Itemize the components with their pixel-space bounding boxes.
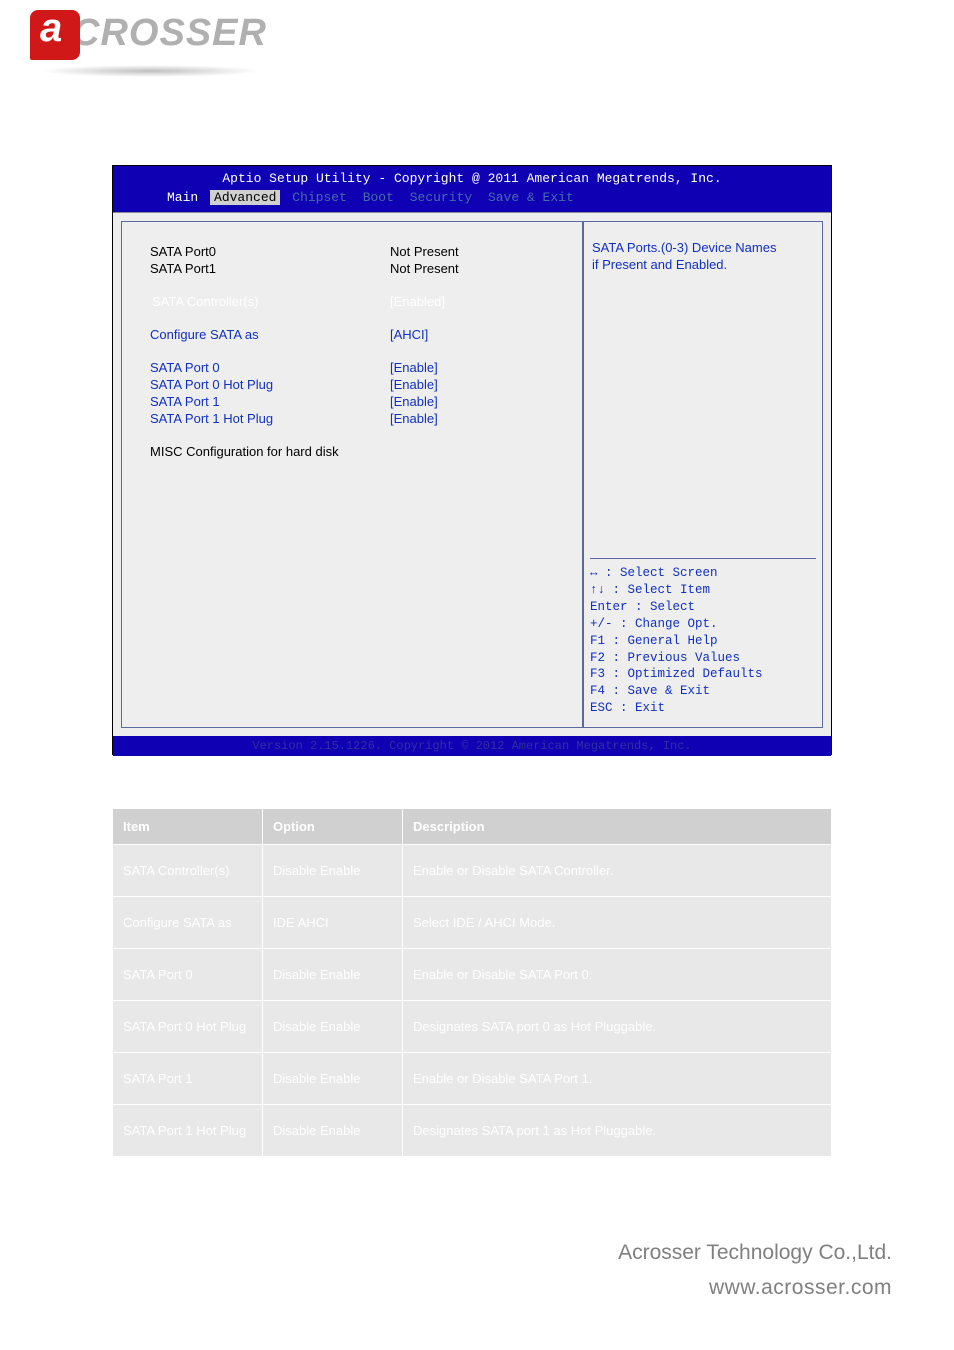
key-hint: ↔ : Select Screen <box>590 565 816 582</box>
cell-option: Disable Enable <box>263 845 403 897</box>
table-row: SATA Port 1 Hot Plug Disable Enable Desi… <box>113 1105 832 1157</box>
th-description: Description <box>403 809 832 845</box>
sata-port-1-value: [Enable] <box>390 394 438 409</box>
table-row: SATA Port 0 Disable Enable Enable or Dis… <box>113 949 832 1001</box>
bios-body: SATA Port0 Not Present SATA Port1 Not Pr… <box>113 212 831 736</box>
cell-item: Configure SATA as <box>113 897 263 949</box>
table-row: SATA Controller(s) Disable Enable Enable… <box>113 845 832 897</box>
bios-item: SATA Port0 Not Present <box>150 244 582 259</box>
bios-tabs: Main Advanced Chipset Boot Security Save… <box>113 190 831 205</box>
cell-desc: Designates SATA port 1 as Hot Pluggable. <box>403 1105 832 1157</box>
tab-boot[interactable]: Boot <box>359 190 398 205</box>
bios-item[interactable]: SATA Port 1 Hot Plug [Enable] <box>150 411 582 426</box>
footer-url: www.acrosser.com <box>709 1276 892 1300</box>
sata-port-0-value: [Enable] <box>390 360 438 375</box>
sata-port1-value: Not Present <box>390 261 459 276</box>
bios-item[interactable]: SATA Port 1 [Enable] <box>150 394 582 409</box>
sata-controllers-label: SATA Controller(s) <box>150 294 390 309</box>
bios-item[interactable]: MISC Configuration for hard disk <box>150 444 582 459</box>
help-text-line: if Present and Enabled. <box>592 257 814 274</box>
cell-option: Disable Enable <box>263 1053 403 1105</box>
bios-item[interactable]: SATA Controller(s) [Enabled] <box>150 294 582 309</box>
sata-port0-value: Not Present <box>390 244 459 259</box>
key-help: ↔ : Select Screen ↑↓ : Select Item Enter… <box>590 558 816 717</box>
cell-item: SATA Port 1 Hot Plug <box>113 1105 263 1157</box>
help-text-line: SATA Ports.(0-3) Device Names <box>592 240 814 257</box>
tab-save-exit[interactable]: Save & Exit <box>484 190 578 205</box>
logo-text: CROSSER <box>72 12 267 55</box>
cell-option: IDE AHCI <box>263 897 403 949</box>
cell-desc: Designates SATA port 0 as Hot Pluggable. <box>403 1001 832 1053</box>
bios-item[interactable]: SATA Port 0 [Enable] <box>150 360 582 375</box>
bios-help-panel: SATA Ports.(0-3) Device Names if Present… <box>583 221 823 728</box>
cell-item: SATA Port 1 <box>113 1053 263 1105</box>
logo-a-icon <box>30 10 80 60</box>
sata-controllers-value: [Enabled] <box>390 294 445 309</box>
sata-port-1-label: SATA Port 1 <box>150 394 390 409</box>
table-row: SATA Port 0 Hot Plug Disable Enable Desi… <box>113 1001 832 1053</box>
bios-item[interactable]: SATA Port 0 Hot Plug [Enable] <box>150 377 582 392</box>
tab-advanced[interactable]: Advanced <box>210 190 280 205</box>
key-hint: ↑↓ : Select Item <box>590 582 816 599</box>
bios-title: Aptio Setup Utility - Copyright @ 2011 A… <box>113 171 831 186</box>
key-hint: +/- : Change Opt. <box>590 616 816 633</box>
configure-sata-value: [AHCI] <box>390 327 428 342</box>
cell-option: Disable Enable <box>263 1001 403 1053</box>
bios-item[interactable]: Configure SATA as [AHCI] <box>150 327 582 342</box>
logo: CROSSER <box>30 10 290 75</box>
cell-desc: Select IDE / AHCI Mode. <box>403 897 832 949</box>
table-row: Configure SATA as IDE AHCI Select IDE / … <box>113 897 832 949</box>
cell-option: Disable Enable <box>263 1105 403 1157</box>
th-option: Option <box>263 809 403 845</box>
tab-security[interactable]: Security <box>406 190 476 205</box>
cell-item: SATA Controller(s) <box>113 845 263 897</box>
key-hint: ESC : Exit <box>590 700 816 717</box>
sata-port-0-hotplug-value: [Enable] <box>390 377 438 392</box>
key-hint: F1 : General Help <box>590 633 816 650</box>
settings-description-table: Item Option Description SATA Controller(… <box>112 808 832 1157</box>
cell-desc: Enable or Disable SATA Port 1. <box>403 1053 832 1105</box>
key-hint: Enter : Select <box>590 599 816 616</box>
misc-config-label: MISC Configuration for hard disk <box>150 444 339 459</box>
bios-left-panel: SATA Port0 Not Present SATA Port1 Not Pr… <box>121 221 583 728</box>
cell-option: Disable Enable <box>263 949 403 1001</box>
sata-port-0-hotplug-label: SATA Port 0 Hot Plug <box>150 377 390 392</box>
key-hint: F3 : Optimized Defaults <box>590 666 816 683</box>
bios-item: SATA Port1 Not Present <box>150 261 582 276</box>
cell-desc: Enable or Disable SATA Controller. <box>403 845 832 897</box>
cell-item: SATA Port 0 Hot Plug <box>113 1001 263 1053</box>
section-heading: SATA Configuration Setup <box>112 780 323 800</box>
sata-port-1-hotplug-value: [Enable] <box>390 411 438 426</box>
th-item: Item <box>113 809 263 845</box>
sata-port-0-label: SATA Port 0 <box>150 360 390 375</box>
key-hint: F2 : Previous Values <box>590 650 816 667</box>
bios-footer: Version 2.15.1226. Copyright © 2012 Amer… <box>113 736 831 756</box>
tab-chipset[interactable]: Chipset <box>288 190 351 205</box>
cell-desc: Enable or Disable SATA Port 0. <box>403 949 832 1001</box>
sata-port0-label: SATA Port0 <box>150 244 390 259</box>
logo-shadow <box>40 65 260 77</box>
bios-screenshot: Aptio Setup Utility - Copyright @ 2011 A… <box>112 165 832 755</box>
table-row: SATA Port 1 Disable Enable Enable or Dis… <box>113 1053 832 1105</box>
sata-port1-label: SATA Port1 <box>150 261 390 276</box>
key-hint: F4 : Save & Exit <box>590 683 816 700</box>
sata-port-1-hotplug-label: SATA Port 1 Hot Plug <box>150 411 390 426</box>
bios-header: Aptio Setup Utility - Copyright @ 2011 A… <box>113 166 831 212</box>
page-number: 41 <box>470 1313 484 1328</box>
tab-main[interactable]: Main <box>163 190 202 205</box>
table-header-row: Item Option Description <box>113 809 832 845</box>
footer-company: Acrosser Technology Co.,Ltd. <box>618 1241 892 1265</box>
configure-sata-label: Configure SATA as <box>150 327 390 342</box>
cell-item: SATA Port 0 <box>113 949 263 1001</box>
